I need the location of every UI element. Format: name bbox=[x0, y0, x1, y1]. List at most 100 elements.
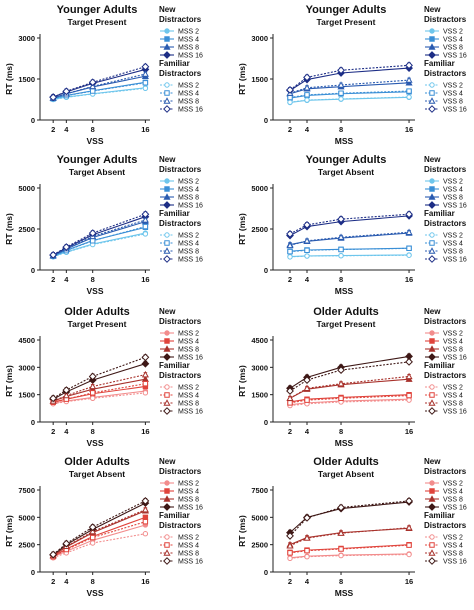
x-tick-label: 8 bbox=[339, 275, 343, 284]
y-tick-label: 4500 bbox=[251, 336, 268, 345]
legend-marker bbox=[164, 338, 170, 344]
series-familiar-vss-16 bbox=[286, 357, 413, 395]
legend-heading-new: Distractors bbox=[159, 165, 202, 174]
y-tick-label: 5000 bbox=[251, 184, 268, 193]
legend-heading-new: New bbox=[159, 457, 176, 466]
data-point bbox=[141, 505, 149, 513]
series-familiar-vss-8 bbox=[286, 228, 413, 249]
x-tick-label: 8 bbox=[91, 275, 95, 284]
data-point bbox=[303, 237, 311, 244]
x-tick-label: 2 bbox=[288, 275, 292, 284]
x-tick-label: 16 bbox=[141, 577, 149, 586]
series-line bbox=[52, 226, 146, 257]
legend-marker bbox=[429, 178, 435, 184]
data-point bbox=[62, 391, 70, 399]
data-point bbox=[405, 523, 413, 531]
legend-marker bbox=[429, 392, 435, 398]
legend-label: MSS 8 bbox=[178, 195, 199, 202]
data-point bbox=[338, 246, 344, 253]
y-axis-label: RT (ms) bbox=[4, 213, 14, 245]
legend-label: VSS 8 bbox=[443, 45, 463, 52]
chart-subtitle: Target Present bbox=[68, 319, 127, 329]
legend-heading-new: New bbox=[159, 307, 176, 316]
series-familiar-vss-16 bbox=[286, 210, 413, 238]
legend-marker bbox=[428, 255, 436, 263]
legend-label: MSS 8 bbox=[178, 99, 199, 106]
data-point bbox=[286, 542, 294, 549]
legend-label: MSS 4 bbox=[178, 339, 199, 346]
legend-marker bbox=[164, 178, 170, 184]
y-tick-label: 0 bbox=[31, 418, 35, 427]
series-line bbox=[289, 64, 410, 91]
y-tick-label: 2500 bbox=[18, 225, 35, 234]
series-line bbox=[289, 553, 410, 559]
legend-heading-familiar: Distractors bbox=[424, 371, 467, 380]
chart-subtitle: Target Present bbox=[317, 17, 376, 27]
legend-marker bbox=[164, 384, 170, 390]
y-tick-label: 5000 bbox=[251, 513, 268, 522]
legend-marker bbox=[163, 43, 171, 50]
data-point bbox=[286, 394, 294, 402]
series-line bbox=[289, 399, 410, 407]
series-line bbox=[289, 213, 410, 235]
legend-label: MSS 16 bbox=[178, 559, 203, 566]
legend-heading-familiar: Distractors bbox=[159, 219, 202, 228]
x-tick-label: 2 bbox=[51, 275, 55, 284]
series-line bbox=[289, 96, 410, 103]
x-axis-label: MSS bbox=[335, 136, 354, 146]
legend-label: VSS 16 bbox=[443, 505, 467, 512]
legend-label: MSS 2 bbox=[178, 179, 199, 186]
series-line bbox=[52, 509, 146, 557]
data-point bbox=[142, 231, 149, 237]
legend-label: MSS 8 bbox=[178, 45, 199, 52]
chart-subtitle: Target Present bbox=[68, 17, 127, 27]
data-point bbox=[88, 78, 97, 87]
legend-heading-new: Distractors bbox=[159, 467, 202, 476]
y-axis-label: RT (ms) bbox=[4, 63, 14, 95]
legend-marker bbox=[428, 557, 436, 565]
x-tick-label: 8 bbox=[339, 427, 343, 436]
x-tick-label: 2 bbox=[288, 125, 292, 134]
x-tick-label: 2 bbox=[288, 577, 292, 586]
data-point bbox=[337, 529, 345, 536]
legend-heading-familiar: Distractors bbox=[424, 69, 467, 78]
legend-marker bbox=[429, 330, 435, 336]
legend-label: VSS 4 bbox=[443, 489, 463, 496]
data-point bbox=[62, 87, 71, 96]
series-line bbox=[289, 231, 410, 246]
legend-label: VSS 4 bbox=[443, 37, 463, 44]
data-point bbox=[141, 497, 150, 505]
legend-heading-familiar: Familiar bbox=[424, 511, 455, 520]
x-tick-label: 16 bbox=[405, 125, 413, 134]
data-point bbox=[49, 550, 58, 559]
data-point bbox=[287, 555, 293, 562]
data-point bbox=[303, 84, 311, 91]
legend-label: MSS 2 bbox=[178, 83, 199, 90]
legend-marker bbox=[163, 247, 171, 254]
legend-label: MSS 2 bbox=[178, 535, 199, 542]
legend-label: MSS 4 bbox=[178, 37, 199, 44]
data-point bbox=[303, 534, 311, 541]
legend-label: VSS 8 bbox=[443, 195, 463, 202]
data-point bbox=[337, 503, 345, 512]
legend-marker bbox=[164, 36, 170, 42]
data-point bbox=[406, 88, 412, 94]
x-tick-label: 2 bbox=[51, 125, 55, 134]
series-familiar-mss-4 bbox=[50, 223, 149, 259]
y-tick-label: 2500 bbox=[251, 225, 268, 234]
legend-label: MSS 16 bbox=[178, 257, 203, 264]
legend-heading-familiar: Familiar bbox=[424, 59, 455, 68]
y-tick-label: 1500 bbox=[18, 75, 35, 84]
x-tick-label: 16 bbox=[405, 275, 413, 284]
legend-marker bbox=[163, 345, 171, 352]
y-axis-label: RT (ms) bbox=[237, 515, 247, 547]
data-point bbox=[88, 229, 97, 238]
y-tick-label: 0 bbox=[264, 266, 268, 275]
data-point bbox=[141, 210, 150, 219]
series-line bbox=[289, 527, 410, 547]
